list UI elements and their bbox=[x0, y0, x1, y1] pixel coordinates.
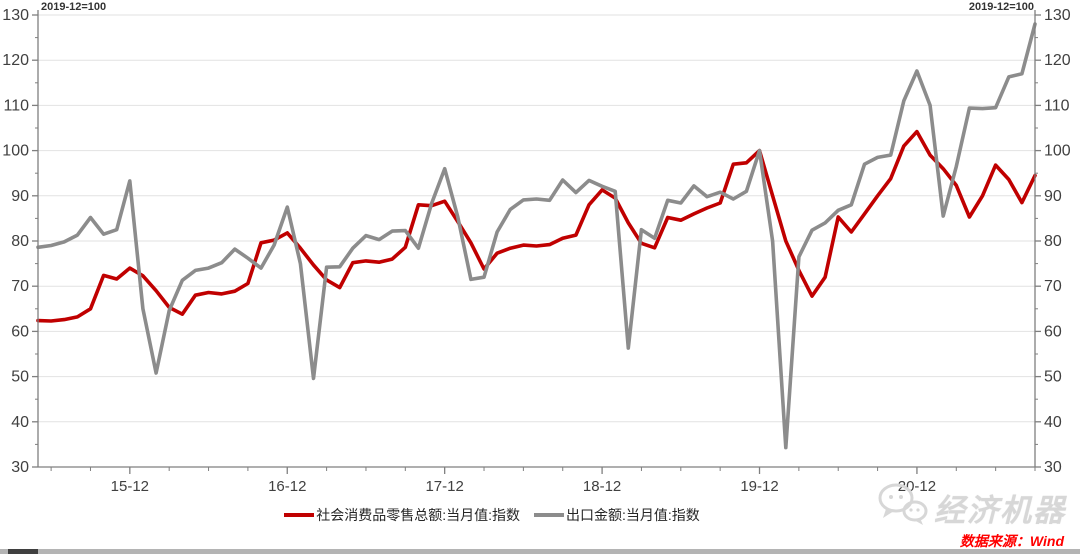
svg-text:70: 70 bbox=[11, 278, 29, 295]
retail-line-swatch bbox=[284, 513, 315, 517]
index-base-note-left: 2019-12=100 bbox=[41, 1, 107, 13]
svg-text:17-12: 17-12 bbox=[425, 478, 463, 495]
legend-label-export: 出口金额:当月值:指数 bbox=[566, 507, 700, 523]
svg-text:50: 50 bbox=[1044, 369, 1062, 386]
svg-text:110: 110 bbox=[3, 97, 29, 114]
svg-text:15-12: 15-12 bbox=[111, 478, 149, 495]
svg-text:30: 30 bbox=[1044, 459, 1062, 476]
svg-text:100: 100 bbox=[1044, 143, 1071, 160]
svg-text:40: 40 bbox=[11, 414, 29, 431]
svg-text:19-12: 19-12 bbox=[740, 478, 778, 495]
scrollbar-thumb[interactable] bbox=[8, 549, 38, 554]
svg-text:130: 130 bbox=[2, 7, 29, 24]
svg-text:80: 80 bbox=[11, 233, 29, 250]
svg-text:80: 80 bbox=[1044, 233, 1062, 250]
svg-text:130: 130 bbox=[1044, 7, 1071, 24]
legend-item-retail[interactable]: 社会消费品零售总额:当月值:指数 bbox=[284, 505, 520, 525]
svg-text:120: 120 bbox=[2, 52, 29, 69]
svg-text:100: 100 bbox=[2, 143, 29, 160]
svg-text:90: 90 bbox=[11, 188, 29, 205]
chart-legend: 社会消费品零售总额:当月值:指数 出口金额:当月值:指数 bbox=[0, 505, 1032, 525]
svg-text:18-12: 18-12 bbox=[583, 478, 621, 495]
svg-text:50: 50 bbox=[11, 369, 29, 386]
svg-text:110: 110 bbox=[1044, 97, 1070, 114]
svg-text:20-12: 20-12 bbox=[898, 478, 936, 495]
index-base-note-right: 2019-12=100 bbox=[968, 1, 1034, 13]
svg-text:70: 70 bbox=[1044, 278, 1062, 295]
svg-text:90: 90 bbox=[1044, 188, 1062, 205]
svg-text:60: 60 bbox=[11, 323, 29, 340]
legend-item-export[interactable]: 出口金额:当月值:指数 bbox=[534, 505, 700, 525]
horizontal-scrollbar[interactable] bbox=[0, 549, 1080, 554]
svg-text:60: 60 bbox=[1044, 323, 1062, 340]
data-source-note: 数据来源：Wind bbox=[959, 533, 1064, 549]
svg-text:40: 40 bbox=[1044, 414, 1062, 431]
svg-text:120: 120 bbox=[1044, 52, 1071, 69]
export-line-swatch bbox=[534, 513, 564, 517]
svg-text:16-12: 16-12 bbox=[268, 478, 306, 495]
legend-label-retail: 社会消费品零售总额:当月值:指数 bbox=[316, 507, 520, 523]
svg-text:30: 30 bbox=[11, 459, 29, 476]
